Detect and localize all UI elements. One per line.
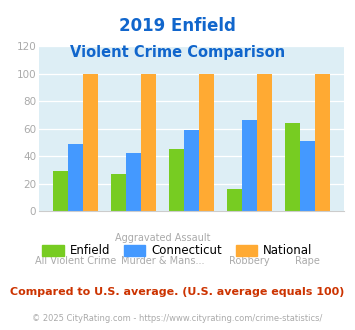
Bar: [53, 171, 68, 211]
Bar: [126, 153, 141, 211]
Bar: [184, 130, 199, 211]
Text: Murder & Mans...: Murder & Mans...: [121, 256, 204, 266]
Text: Aggravated Assault: Aggravated Assault: [115, 233, 211, 243]
Bar: [83, 74, 98, 211]
Text: Compared to U.S. average. (U.S. average equals 100): Compared to U.S. average. (U.S. average …: [10, 287, 345, 297]
Bar: [141, 74, 156, 211]
Bar: [68, 144, 83, 211]
Text: Robbery: Robbery: [229, 256, 270, 266]
Bar: [227, 189, 242, 211]
Bar: [285, 123, 300, 211]
Bar: [315, 74, 331, 211]
Legend: Enfield, Connecticut, National: Enfield, Connecticut, National: [38, 240, 317, 262]
Bar: [169, 149, 184, 211]
Bar: [242, 120, 257, 211]
Text: © 2025 CityRating.com - https://www.cityrating.com/crime-statistics/: © 2025 CityRating.com - https://www.city…: [32, 314, 323, 323]
Text: Rape: Rape: [295, 256, 320, 266]
Text: 2019 Enfield: 2019 Enfield: [119, 16, 236, 35]
Text: Violent Crime Comparison: Violent Crime Comparison: [70, 45, 285, 59]
Bar: [300, 141, 315, 211]
Bar: [199, 74, 214, 211]
Text: All Violent Crime: All Violent Crime: [35, 256, 116, 266]
Bar: [257, 74, 272, 211]
Bar: [111, 174, 126, 211]
